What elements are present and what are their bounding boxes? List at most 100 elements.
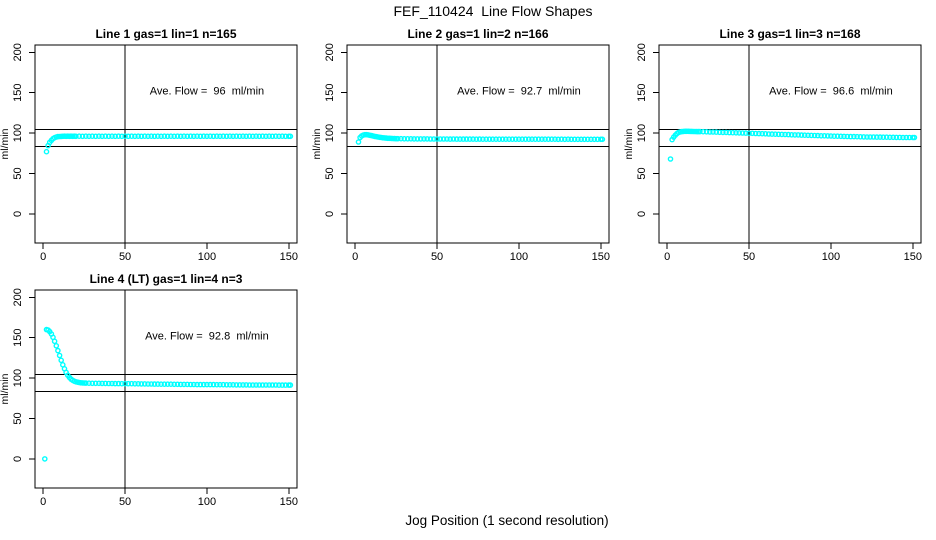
data-point: [785, 131, 792, 138]
data-point: [476, 136, 483, 142]
y-axis-label: ml/min: [312, 128, 323, 159]
data-point: [197, 381, 204, 388]
data-point: [805, 132, 811, 139]
data-point: [122, 133, 128, 139]
data-point: [417, 136, 424, 142]
data-point: [860, 134, 867, 140]
data-point: [128, 380, 135, 387]
data-point: [92, 133, 99, 140]
data-point: [102, 133, 109, 139]
data-point: [177, 133, 184, 140]
data-point: [204, 133, 210, 140]
data-point: [151, 381, 158, 387]
data-point: [460, 136, 467, 142]
data-point: [749, 130, 756, 137]
data-point: [89, 133, 96, 139]
data-point: [256, 133, 263, 140]
x-tick-label: 0: [664, 251, 670, 263]
data-point: [240, 382, 246, 388]
data-point: [828, 133, 834, 139]
data-point: [102, 380, 109, 387]
data-point: [272, 382, 279, 388]
data-point: [119, 380, 125, 387]
line-4-chart: 0 50 100 150 0 50 100 150 200 ml/min Line 4 (LT) g…: [0, 272, 298, 508]
data-point: [752, 130, 759, 137]
data-point: [243, 382, 249, 388]
data-point: [217, 381, 223, 388]
panel-title: Line 1 gas=1 lin=1 n=165: [95, 27, 236, 41]
data-point: [411, 136, 417, 142]
plot-box: [658, 44, 922, 244]
data-point: [161, 133, 168, 139]
data-point: [112, 380, 118, 387]
y-tick-label: 100: [12, 369, 24, 387]
data-point: [831, 133, 837, 139]
data-point: [841, 133, 847, 140]
data-point: [395, 135, 401, 142]
data-point: [762, 131, 769, 137]
data-point: [769, 131, 775, 137]
data-point: [824, 133, 831, 139]
data-point: [733, 130, 739, 136]
ave-flow-annotation: Ave. Flow = 96 ml/min: [150, 85, 264, 97]
data-point: [43, 148, 50, 155]
data-point: [525, 136, 532, 142]
data-point: [506, 136, 512, 142]
panel-title: Line 3 gas=1 lin=3 n=168: [719, 27, 860, 41]
data-point: [190, 381, 197, 388]
data-point: [181, 381, 187, 388]
data-point: [834, 133, 841, 139]
data-point: [56, 352, 63, 359]
data-point: [200, 133, 207, 139]
y-tick-label: 200: [636, 43, 648, 61]
data-point: [190, 133, 197, 140]
data-point: [115, 380, 122, 387]
data-point: [213, 133, 220, 139]
data-point: [466, 136, 473, 142]
data-point: [870, 134, 877, 140]
data-point: [857, 134, 864, 140]
data-points: [355, 131, 606, 145]
x-tick-label: 50: [119, 251, 131, 263]
data-point: [164, 133, 171, 140]
data-point: [743, 130, 749, 136]
data-point: [99, 133, 105, 140]
data-point: [269, 382, 276, 388]
data-point: [792, 132, 798, 138]
data-point: [115, 133, 122, 139]
y-tick-label: 0: [12, 211, 24, 217]
data-point: [801, 132, 808, 138]
y-tick-label: 200: [12, 43, 24, 61]
data-point: [223, 133, 230, 140]
data-point: [437, 136, 444, 142]
data-point: [788, 132, 795, 138]
data-point: [414, 136, 421, 142]
data-point: [473, 136, 480, 142]
x-axis-label: Jog Position (1 second resolution): [405, 513, 609, 528]
data-point: [164, 381, 171, 387]
data-point: [739, 130, 746, 136]
data-point: [424, 136, 430, 142]
line-2-chart: 0 50 100 150 0 50 100 150 200 ml/min Line 2 gas=1 …: [311, 27, 610, 263]
data-point: [119, 133, 125, 140]
data-point: [287, 133, 294, 140]
data-point: [125, 380, 132, 387]
data-point: [821, 133, 828, 139]
data-point: [710, 129, 716, 135]
data-point: [227, 133, 233, 139]
data-point: [565, 136, 571, 142]
y-tick-label: 50: [324, 167, 336, 179]
data-point: [269, 133, 276, 140]
data-point: [851, 133, 857, 140]
data-point: [259, 382, 266, 388]
ave-flow-annotation: Ave. Flow = 96.6 ml/min: [769, 85, 893, 97]
data-point: [132, 381, 138, 387]
data-point: [512, 136, 519, 142]
data-point: [578, 136, 585, 143]
x-tick-label: 50: [743, 251, 755, 263]
data-point: [847, 133, 854, 140]
data-point: [200, 381, 207, 388]
data-point: [480, 136, 486, 142]
data-point: [154, 381, 161, 387]
